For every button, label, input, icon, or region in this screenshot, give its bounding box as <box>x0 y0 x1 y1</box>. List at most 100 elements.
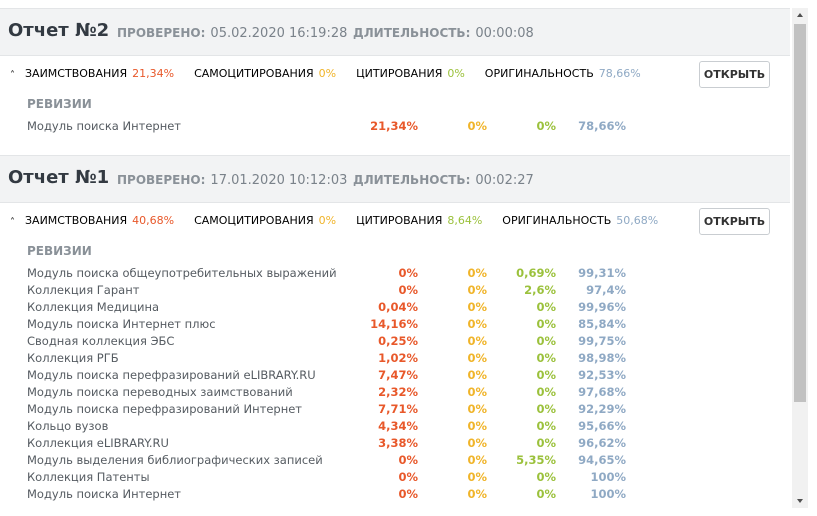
stat-value: 0% <box>447 67 465 80</box>
revision-row: Коллекция eLIBRARY.RU 3,38% 0% 0% 96,62% <box>0 436 790 453</box>
module-name: Модуль поиска перефразирований eLIBRARY.… <box>27 368 316 382</box>
percent: 7,71% <box>378 402 418 416</box>
stat: ОРИГИНАЛЬНОСТЬ 78,66% <box>485 67 641 80</box>
checked-value: 17.01.2020 10:12:03 <box>210 173 348 188</box>
collapse-toggle[interactable]: ˄ <box>10 217 15 228</box>
report-title: Отчет №1 <box>8 167 110 188</box>
percent: 0% <box>467 368 487 382</box>
module-name: Коллекция Гарант <box>27 283 140 297</box>
stat-label: ЗАИМСТВОВАНИЯ <box>25 214 128 227</box>
module-name: Коллекция eLIBRARY.RU <box>27 436 169 450</box>
stat-label: ЦИТИРОВАНИЯ <box>356 214 443 227</box>
revision-row: Коллекция РГБ 1,02% 0% 0% 98,98% <box>0 351 790 368</box>
percent: 92,29% <box>578 402 626 416</box>
stats: ˄ ЗАИМСТВОВАНИЯ 40,68% САМОЦИТИРОВАНИЯ 0% ЦИТ… <box>10 214 658 228</box>
scrollbar[interactable] <box>792 8 808 508</box>
stat-value: 8,64% <box>447 214 483 227</box>
duration-value: 00:00:08 <box>475 26 534 41</box>
report-header: Отчет №1 ПРОВЕРЕНО: 17.01.2020 10:12:03 ДЛИ… <box>0 156 790 203</box>
percent: 0% <box>398 266 418 280</box>
report-card: Отчет №2 ПРОВЕРЕНО: 05.02.2020 16:19:28 ДЛИ… <box>0 8 790 156</box>
module-name: Модуль поиска Интернет плюс <box>27 317 216 331</box>
module-name: Модуль выделения библиографических запис… <box>27 453 323 467</box>
stat-label: САМОЦИТИРОВАНИЯ <box>194 67 314 80</box>
stat: ЗАИМСТВОВАНИЯ 21,34% <box>25 67 174 80</box>
duration-value: 00:02:27 <box>475 173 534 188</box>
percent: 0% <box>536 317 556 331</box>
percent: 0% <box>467 453 487 467</box>
checked-label: ПРОВЕРЕНО: <box>117 173 206 187</box>
module-name: Модуль поиска переводных заимствований <box>27 385 293 399</box>
open-button[interactable]: ОТКРЫТЬ <box>699 61 770 88</box>
percent: 95,66% <box>578 419 626 433</box>
checked: ПРОВЕРЕНО: 05.02.2020 16:19:28 <box>117 26 347 41</box>
percent: 0,69% <box>516 266 556 280</box>
percent: 0% <box>536 368 556 382</box>
revision-row: Модуль поиска Интернет 21,34% 0% 0% 78,66% <box>0 119 790 136</box>
percent: 4,34% <box>378 419 418 433</box>
report-title: Отчет №2 <box>8 20 110 41</box>
percent: 0% <box>467 436 487 450</box>
stat: ЦИТИРОВАНИЯ 0% <box>356 67 465 80</box>
module-name: Коллекция РГБ <box>27 351 119 365</box>
percent: 0% <box>467 334 487 348</box>
scrollbar-arrows <box>797 13 803 503</box>
percent: 99,75% <box>578 334 626 348</box>
stat-value: 21,34% <box>132 67 175 80</box>
revisions-label: РЕВИЗИИ <box>27 97 92 111</box>
stat-value: 78,66% <box>598 67 641 80</box>
module-name: Модуль поиска Интернет <box>27 119 181 133</box>
module-name: Коллекция Патенты <box>27 470 150 484</box>
percent: 97,4% <box>586 283 626 297</box>
stat: САМОЦИТИРОВАНИЯ 0% <box>194 214 336 227</box>
percent: 85,84% <box>578 317 626 331</box>
percent: 2,6% <box>524 283 556 297</box>
revision-row: Коллекция Гарант 0% 0% 2,6% 97,4% <box>0 283 790 300</box>
module-name: Модуль поиска Интернет <box>27 487 181 501</box>
checked: ПРОВЕРЕНО: 17.01.2020 10:12:03 <box>117 173 347 188</box>
stat-value: 0% <box>318 214 337 227</box>
module-name: Модуль поиска перефразирований Интернет <box>27 402 303 416</box>
checked-label: ПРОВЕРЕНО: <box>117 26 206 40</box>
stat: ЗАИМСТВОВАНИЯ 40,68% <box>25 214 174 227</box>
percent: 100% <box>590 487 626 501</box>
revision-row: Коллекция Патенты 0% 0% 0% 100% <box>0 470 790 487</box>
percent: 0% <box>467 266 487 280</box>
percent: 97,68% <box>578 385 626 399</box>
report-card: Отчет №1 ПРОВЕРЕНО: 17.01.2020 10:12:03 ДЛИ… <box>0 155 790 516</box>
revision-row: Модуль поиска перефразирований Интернет 7… <box>0 402 790 419</box>
percent: 99,96% <box>578 300 626 314</box>
duration-label: ДЛИТЕЛЬНОСТЬ: <box>353 26 471 40</box>
percent: 99,31% <box>578 266 626 280</box>
open-button[interactable]: ОТКРЫТЬ <box>699 208 770 235</box>
percent: 0% <box>398 470 418 484</box>
scrollbar-thumb[interactable] <box>794 24 806 402</box>
revision-row: Модуль поиска Интернет 0% 0% 0% 100% <box>0 487 790 504</box>
collapse-toggle[interactable]: ˄ <box>10 70 15 81</box>
percent: 0% <box>467 385 487 399</box>
percent: 0% <box>398 283 418 297</box>
percent: 0% <box>467 119 487 133</box>
percent: 0% <box>398 453 418 467</box>
revision-row: Модуль выделения библиографических запис… <box>0 453 790 470</box>
duration: ДЛИТЕЛЬНОСТЬ: 00:02:27 <box>353 173 534 188</box>
percent: 0% <box>536 119 556 133</box>
revision-row: Кольцо вузов 4,34% 0% 0% 95,66% <box>0 419 790 436</box>
duration-label: ДЛИТЕЛЬНОСТЬ: <box>353 173 471 187</box>
percent: 100% <box>590 470 626 484</box>
percent: 5,35% <box>516 453 556 467</box>
stat-label: ОРИГИНАЛЬНОСТЬ <box>502 214 612 227</box>
percent: 0% <box>536 334 556 348</box>
revision-row: Сводная коллекция ЭБС 0,25% 0% 0% 99,75% <box>0 334 790 351</box>
module-name: Кольцо вузов <box>27 419 109 433</box>
stat-value: 40,68% <box>132 214 175 227</box>
percent: 0% <box>536 385 556 399</box>
percent: 0% <box>467 402 487 416</box>
stats: ˄ ЗАИМСТВОВАНИЯ 21,34% САМОЦИТИРОВАНИЯ 0% ЦИТ… <box>10 67 641 81</box>
stat-value: 0% <box>318 67 337 80</box>
checked-value: 05.02.2020 16:19:28 <box>210 26 348 41</box>
percent: 0% <box>536 470 556 484</box>
percent: 94,65% <box>578 453 626 467</box>
stat-label: САМОЦИТИРОВАНИЯ <box>194 214 314 227</box>
